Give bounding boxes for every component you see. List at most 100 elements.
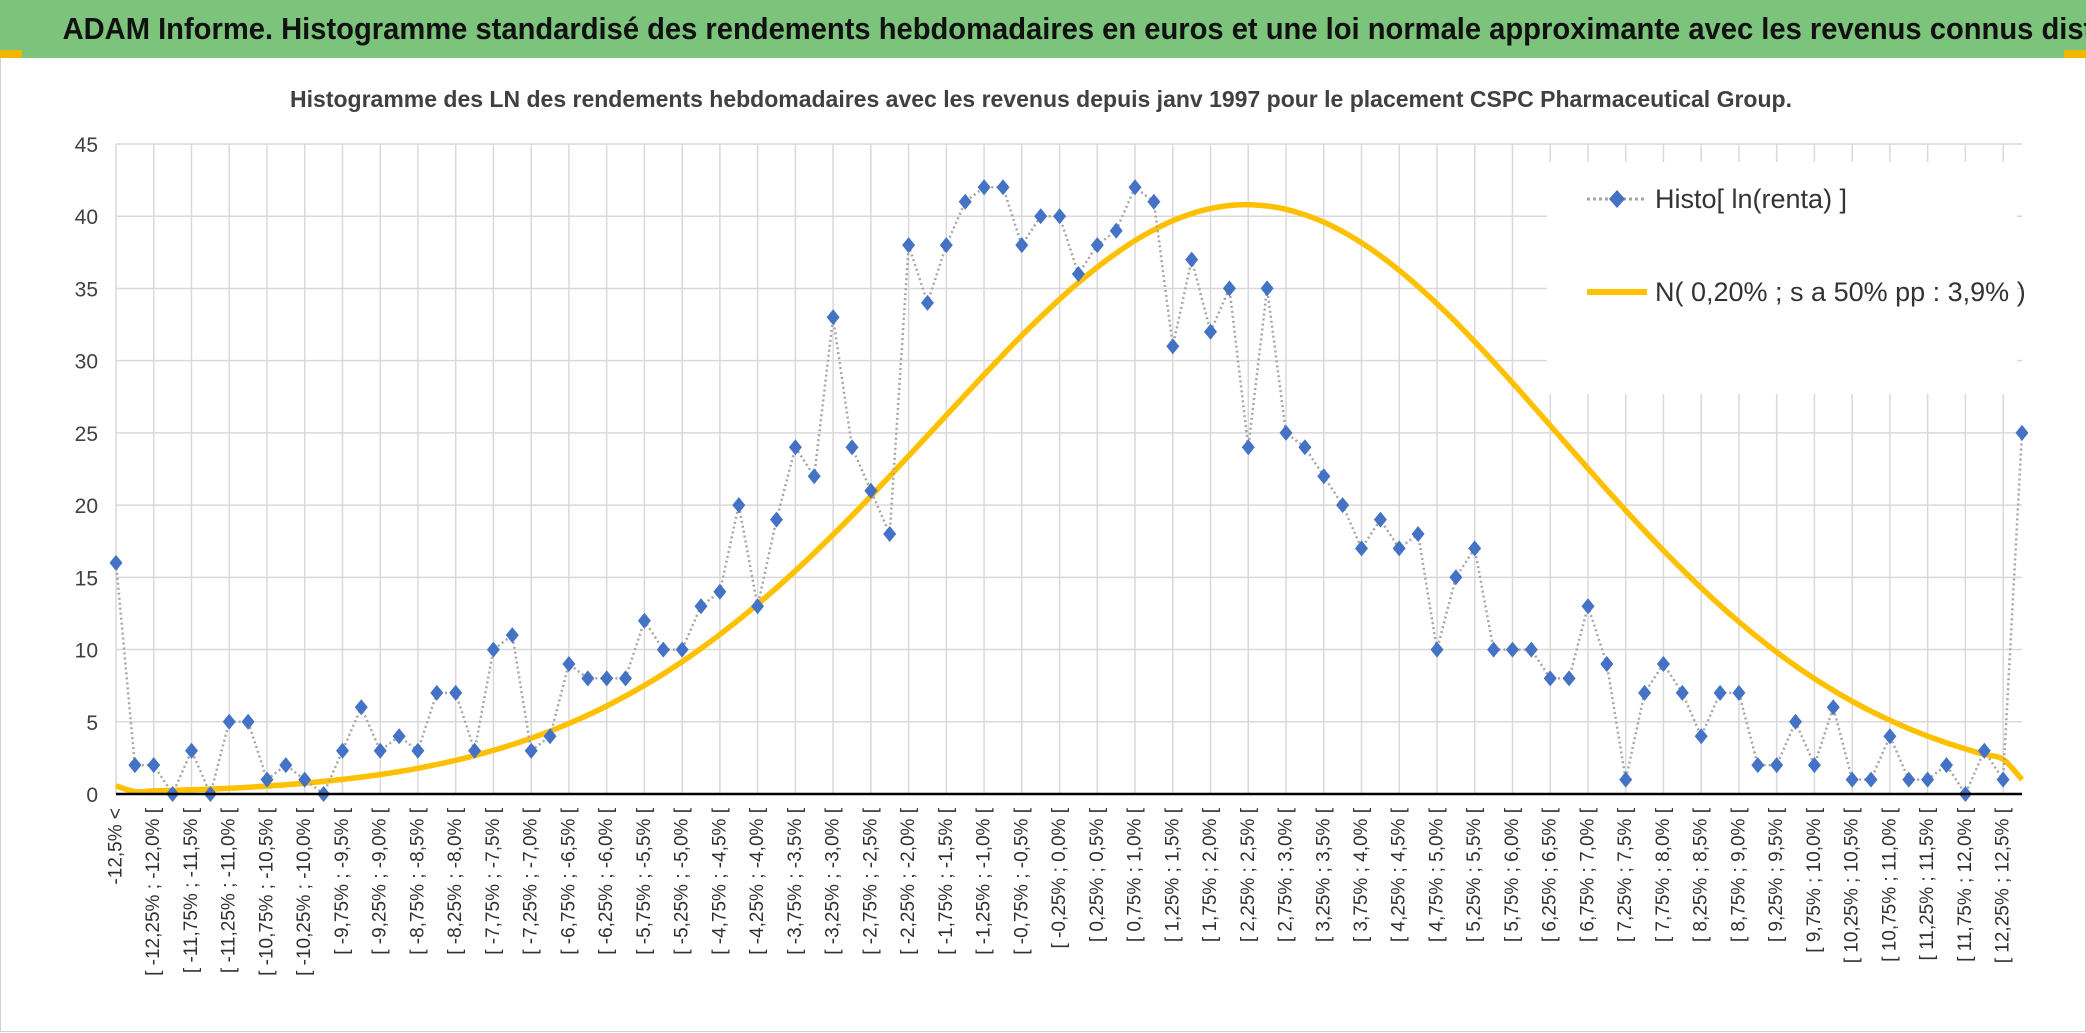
histogram-point bbox=[279, 757, 293, 774]
histogram-point bbox=[1807, 757, 1821, 774]
histogram-point bbox=[1034, 208, 1048, 225]
x-tick-label: [ 2,75% ; 3,0% [ bbox=[1276, 807, 1297, 942]
histogram-point bbox=[1222, 280, 1236, 297]
histogram-point bbox=[1279, 424, 1293, 441]
histogram-point bbox=[185, 742, 198, 759]
x-tick-label: [ -0,25% ; 0,0% [ bbox=[1049, 807, 1070, 948]
report-banner bbox=[0, 0, 2086, 58]
y-tick-label: 35 bbox=[75, 278, 98, 301]
y-tick-label: 0 bbox=[86, 784, 98, 807]
histogram-point bbox=[921, 294, 934, 311]
histogram-point bbox=[656, 641, 670, 658]
histogram-connector-line bbox=[114, 185, 2024, 798]
legend-label-normal: N( 0,20% ; s a 50% pp : 3,9% ) bbox=[1655, 277, 2026, 307]
chart-title: Histogramme des LN des rendements hebdom… bbox=[290, 86, 1792, 112]
x-tick-label: [ -8,75% ; -8,5% [ bbox=[407, 807, 428, 955]
x-tick-label: [ -9,75% ; -9,5% [ bbox=[332, 807, 353, 955]
histogram-point bbox=[939, 237, 953, 254]
histogram-point bbox=[1902, 771, 1916, 788]
chart-legend: Histo[ ln(renta) ] N( 0,20% ; s a 50% pp… bbox=[1587, 184, 2026, 307]
x-tick-label: [ 0,75% ; 1,0% [ bbox=[1125, 807, 1146, 942]
x-tick-label: [ 4,25% ; 4,5% [ bbox=[1389, 807, 1410, 942]
histogram-point bbox=[845, 439, 859, 456]
histogram-point bbox=[543, 728, 557, 745]
histogram-point bbox=[826, 309, 840, 326]
histogram-point bbox=[1789, 713, 1802, 730]
x-tick-label: [ -11,25% ; -11,0% [ bbox=[219, 807, 240, 973]
x-tick-label: [ 10,75% ; 11,0% [ bbox=[1879, 807, 1900, 962]
histogram-point bbox=[128, 757, 142, 774]
x-tick-label: [ -10,75% ; -10,5% [ bbox=[256, 807, 277, 976]
histogram-point bbox=[411, 742, 425, 759]
histogram-point bbox=[1260, 280, 1274, 297]
x-tick-label: -12,5% < bbox=[106, 808, 127, 885]
histogram-point bbox=[807, 468, 821, 485]
x-tick-label: [ 7,75% ; 8,0% [ bbox=[1653, 807, 1674, 942]
x-tick-label: [ -5,25% ; -5,0% [ bbox=[672, 807, 693, 955]
histogram-series bbox=[109, 179, 2029, 802]
histogram-point bbox=[1015, 237, 1029, 254]
report-title: ADAM Informe. Histogramme standardisé de… bbox=[62, 11, 2086, 46]
histogram-point bbox=[770, 511, 783, 528]
histogram-point bbox=[1128, 179, 1142, 196]
histogram-point bbox=[1562, 670, 1576, 687]
histogram-point bbox=[1996, 771, 2010, 788]
legend-histo-marker bbox=[1609, 190, 1625, 208]
histogram-point bbox=[336, 742, 349, 759]
histogram-point bbox=[430, 684, 444, 701]
histogram-point bbox=[1524, 641, 1538, 658]
histogram-point bbox=[1392, 540, 1406, 557]
legend-label-histogram: Histo[ ln(renta) ] bbox=[1655, 184, 1847, 214]
histogram-point bbox=[1713, 684, 1727, 701]
histogram-point bbox=[1619, 771, 1633, 788]
histogram-point bbox=[1487, 641, 1501, 658]
x-tick-label: [ 5,75% ; 6,0% [ bbox=[1502, 807, 1523, 942]
x-axis-tick-labels: -12,5% < [ -12,25% ; -12,0% [[ -11,75% ; … bbox=[106, 807, 2014, 976]
histogram-point bbox=[354, 699, 368, 716]
histogram-point bbox=[449, 684, 463, 701]
histogram-point bbox=[694, 598, 708, 615]
histogram-point bbox=[1845, 771, 1859, 788]
histogram-point bbox=[883, 526, 897, 542]
x-tick-label: [ 0,25% ; 0,5% [ bbox=[1087, 807, 1108, 942]
histogram-point bbox=[1109, 222, 1123, 239]
histogram-point bbox=[1336, 497, 1350, 514]
histogram-point bbox=[1468, 540, 1482, 557]
y-tick-label: 10 bbox=[75, 640, 98, 663]
histogram-point bbox=[600, 670, 614, 687]
banner-accent-right bbox=[2064, 50, 2086, 58]
y-tick-label: 40 bbox=[75, 206, 98, 229]
histogram-point bbox=[1053, 208, 1067, 225]
y-tick-label: 30 bbox=[75, 351, 98, 374]
x-tick-label: [ 11,25% ; 11,5% [ bbox=[1917, 807, 1938, 960]
x-tick-label: [ 9,75% ; 10,0% [ bbox=[1804, 807, 1825, 952]
y-tick-label: 25 bbox=[75, 423, 98, 446]
histogram-point bbox=[713, 583, 727, 600]
x-tick-label: [ 8,25% ; 8,5% [ bbox=[1691, 807, 1712, 942]
histogram-point bbox=[751, 598, 765, 615]
histogram-point bbox=[1581, 598, 1595, 615]
x-tick-label: [ -6,75% ; -6,5% [ bbox=[558, 807, 579, 955]
x-tick-label: [ 10,25% ; 10,5% [ bbox=[1842, 807, 1863, 963]
x-tick-label: [ -3,25% ; -3,0% [ bbox=[823, 807, 844, 955]
histogram-point bbox=[1600, 656, 1614, 672]
histogram-point bbox=[1864, 771, 1878, 788]
histogram-point bbox=[486, 641, 500, 658]
histogram-point bbox=[222, 713, 236, 730]
x-tick-label: [ -4,75% ; -4,5% [ bbox=[709, 807, 730, 955]
y-tick-label: 15 bbox=[75, 567, 98, 590]
x-tick-label: [ 3,25% ; 3,5% [ bbox=[1313, 807, 1334, 942]
y-tick-label: 45 bbox=[75, 134, 98, 157]
x-tick-label: [ 1,75% ; 2,0% [ bbox=[1200, 807, 1221, 942]
histogram-point bbox=[1166, 338, 1180, 355]
histogram-point bbox=[902, 237, 916, 254]
histogram-point bbox=[1826, 699, 1840, 716]
histogram-point bbox=[864, 482, 878, 499]
x-tick-label: [ -2,75% ; -2,5% [ bbox=[860, 807, 881, 955]
histogram-point bbox=[1656, 656, 1670, 672]
x-tick-label: [ 6,75% ; 7,0% [ bbox=[1577, 807, 1598, 942]
x-tick-label: [ 6,25% ; 6,5% [ bbox=[1540, 807, 1561, 942]
x-tick-label: [ -3,75% ; -3,5% [ bbox=[785, 807, 806, 955]
histogram-point bbox=[1732, 684, 1746, 701]
histogram-point bbox=[1638, 684, 1652, 701]
